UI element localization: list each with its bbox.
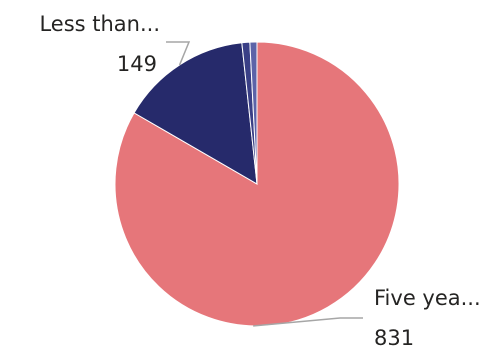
pie-slice-1[interactable] — [133, 42, 258, 185]
data-label-category: Five yea... — [374, 286, 481, 310]
data-label-category: Less than... — [39, 12, 160, 36]
leader-line-1 — [166, 41, 191, 66]
leader-line-0 — [253, 317, 363, 327]
data-labels: Less than... 149 Five yea... 831 — [39, 12, 480, 350]
data-label-value: 149 — [117, 52, 157, 76]
pie-slice-3[interactable] — [249, 41, 258, 185]
data-label-value: 831 — [374, 326, 414, 350]
leader-lines — [166, 41, 363, 327]
pie-slices — [114, 41, 400, 327]
